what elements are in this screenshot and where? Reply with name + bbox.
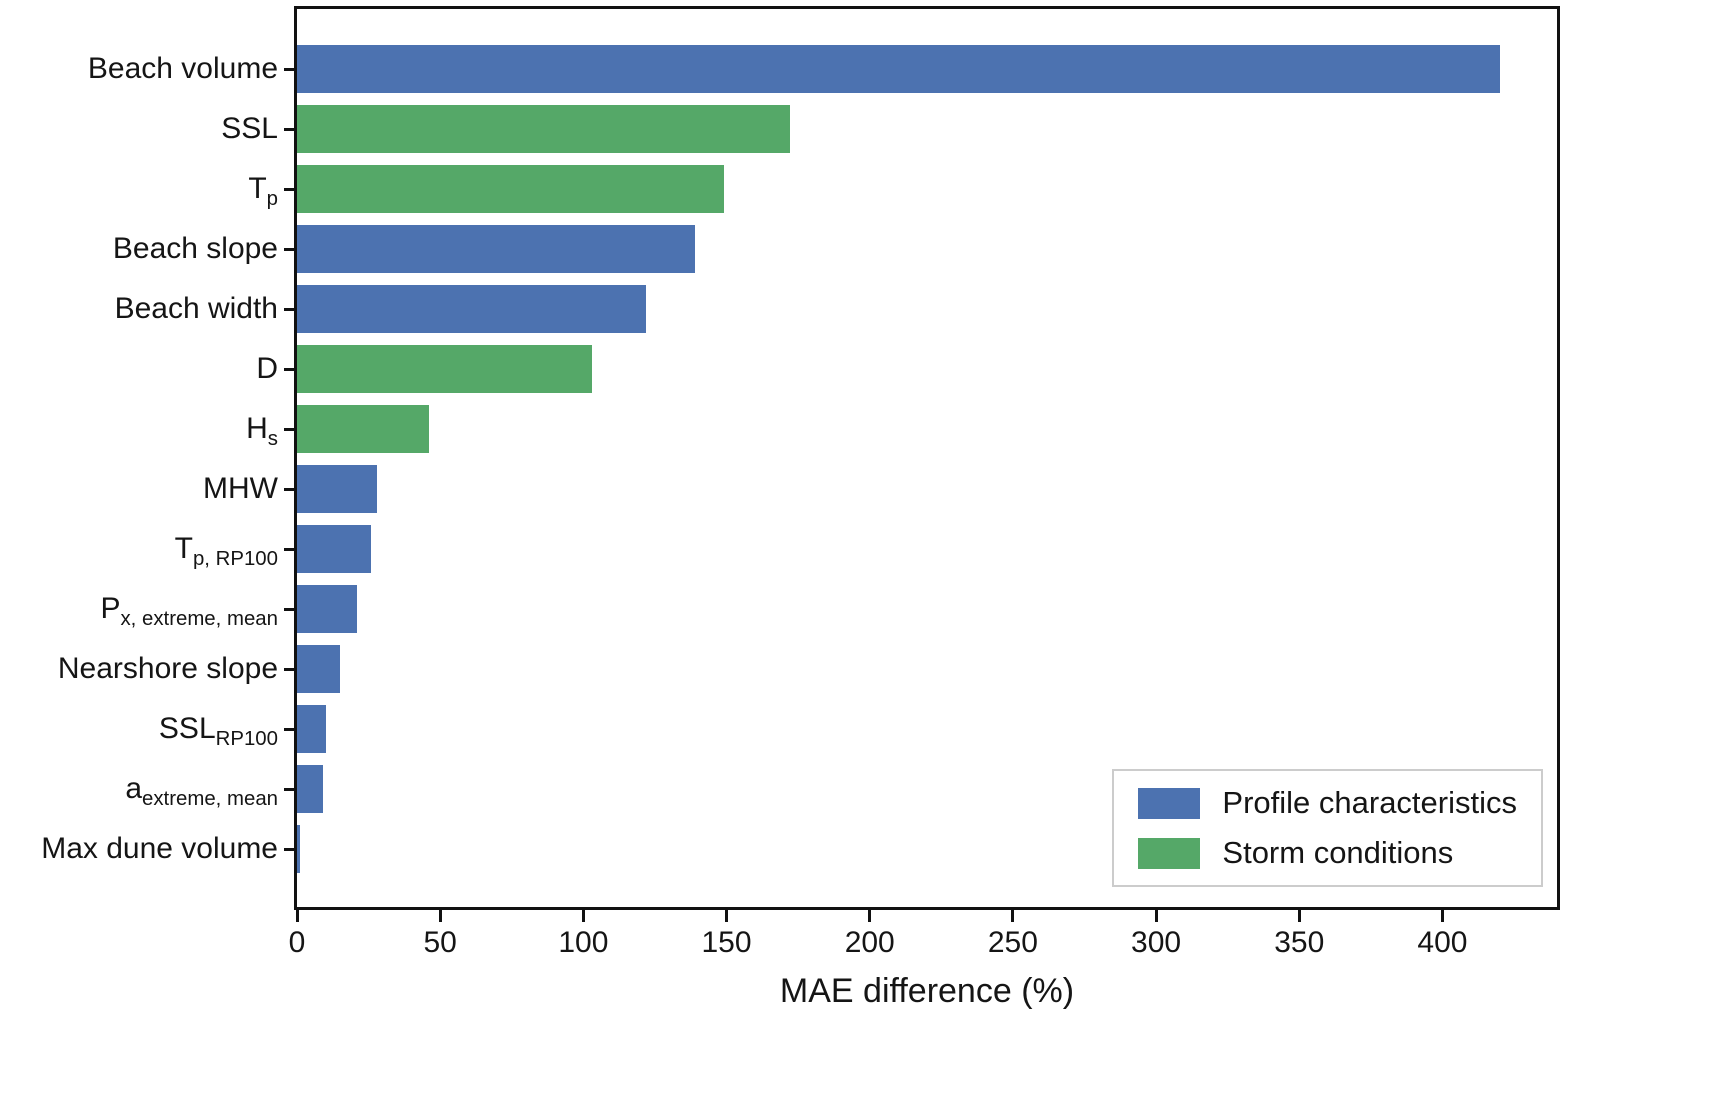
y-tick-mark — [284, 307, 294, 311]
category-label-ssl: SSL — [221, 112, 278, 145]
x-tick-mark — [1154, 910, 1158, 922]
category-label-mhw: MHW — [203, 472, 278, 505]
bar-beach-width — [297, 285, 647, 333]
legend-entry-profile-characteristics: Profile characteristics — [1138, 785, 1517, 821]
plot-area: Profile characteristics Storm conditions — [294, 6, 1560, 910]
bar-t-p-rp100 — [297, 525, 372, 573]
bar-d — [297, 345, 592, 393]
legend-swatch-storm-conditions — [1138, 837, 1201, 869]
bar-nearshore-slope — [297, 645, 340, 693]
y-tick-mark — [284, 127, 294, 131]
category-label-t-p: Tp — [248, 172, 278, 210]
legend-entry-storm-conditions: Storm conditions — [1138, 835, 1517, 871]
x-tick-label: 250 — [987, 926, 1038, 959]
x-tick-label: 0 — [288, 926, 306, 959]
y-tick-mark — [284, 607, 294, 611]
y-tick-mark — [284, 547, 294, 551]
x-tick-mark — [1011, 910, 1015, 922]
x-tick-label: 350 — [1274, 926, 1325, 959]
x-tick-mark — [581, 910, 585, 922]
x-tick-mark — [295, 910, 299, 922]
category-label-p-x-extreme-mean: Px, extreme, mean — [100, 592, 278, 630]
bar-p-x-extreme-mean — [297, 585, 358, 633]
y-tick-mark — [284, 727, 294, 731]
category-label-t-p-rp100: Tp, RP100 — [174, 532, 278, 570]
category-label-beach-volume: Beach volume — [87, 52, 278, 85]
bar-t-p — [297, 165, 724, 213]
category-label-h-s: Hs — [246, 412, 278, 450]
bar-beach-volume — [297, 45, 1500, 93]
x-tick-mark — [725, 910, 729, 922]
x-axis: 0 50 100 150 200 250 300 350 400 — [289, 910, 1557, 980]
x-tick-label: 150 — [701, 926, 752, 959]
bar-mhw — [297, 465, 378, 513]
x-tick-label: 300 — [1131, 926, 1182, 959]
category-label-beach-width: Beach width — [114, 292, 278, 325]
legend-label-profile-characteristics: Profile characteristics — [1222, 785, 1517, 820]
y-tick-mark — [284, 367, 294, 371]
x-tick-mark — [1440, 910, 1444, 922]
y-tick-mark — [284, 667, 294, 671]
x-tick-mark — [1297, 910, 1301, 922]
x-tick-label: 50 — [423, 926, 457, 959]
y-tick-mark — [284, 247, 294, 251]
bar-beach-slope — [297, 225, 696, 273]
category-label-nearshore-slope: Nearshore slope — [57, 652, 278, 685]
x-tick-label: 400 — [1417, 926, 1468, 959]
legend-swatch-profile-characteristics — [1138, 787, 1201, 819]
category-label-d: D — [256, 352, 278, 385]
legend: Profile characteristics Storm conditions — [1112, 769, 1543, 887]
x-tick-label: 200 — [844, 926, 895, 959]
y-tick-mark — [284, 787, 294, 791]
y-tick-mark — [284, 427, 294, 431]
x-tick-mark — [438, 910, 442, 922]
y-tick-mark — [284, 187, 294, 191]
bar-ssl-rp100 — [297, 705, 326, 753]
category-label-beach-slope: Beach slope — [112, 232, 278, 265]
bar-a-extreme-mean — [297, 765, 323, 813]
y-tick-mark — [284, 847, 294, 851]
x-axis-title: MAE difference (%) — [779, 972, 1075, 1010]
y-tick-mark — [284, 487, 294, 491]
y-tick-mark — [284, 67, 294, 71]
legend-label-storm-conditions: Storm conditions — [1222, 835, 1454, 870]
category-label-ssl-rp100: SSLRP100 — [158, 712, 278, 750]
bar-max-dune-volume — [297, 825, 300, 873]
category-label-max-dune-volume: Max dune volume — [41, 832, 278, 865]
bar-ssl — [297, 105, 790, 153]
x-tick-label: 100 — [558, 926, 609, 959]
x-tick-mark — [868, 910, 872, 922]
bar-h-s — [297, 405, 429, 453]
category-label-a-extreme-mean: aextreme, mean — [125, 772, 278, 810]
y-axis-labels: Beach volume SSL Tp Beach slope Beach width D… — [0, 6, 294, 910]
